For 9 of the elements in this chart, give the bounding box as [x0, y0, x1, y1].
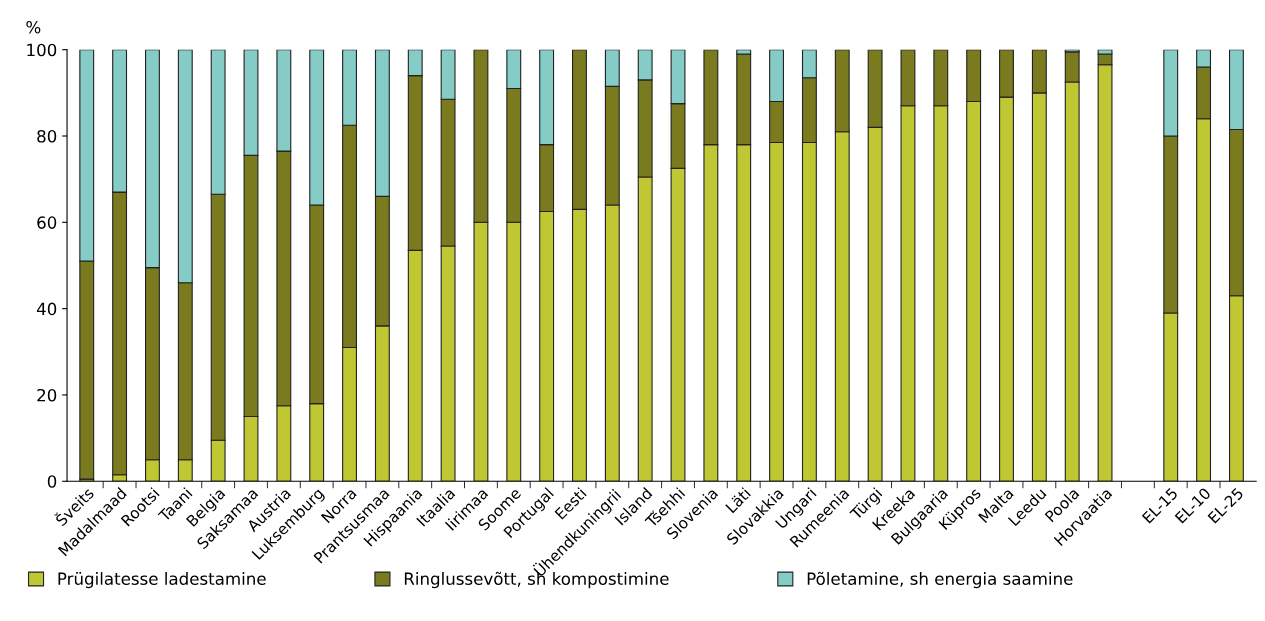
legend-label: Põletamine, sh energia saamine [807, 571, 1073, 589]
y-tick-label: 0 [47, 475, 57, 488]
y-tick-label: 80 [37, 129, 57, 143]
y-tick-label: 20 [37, 388, 57, 402]
y-tick-label: 40 [36, 302, 57, 316]
y-tick-label: 60 [37, 216, 57, 229]
y-tick-label: 100 [27, 43, 57, 57]
y-axis-title: % [26, 20, 41, 34]
legend-label: Prügilatesse ladestamine [58, 572, 266, 589]
